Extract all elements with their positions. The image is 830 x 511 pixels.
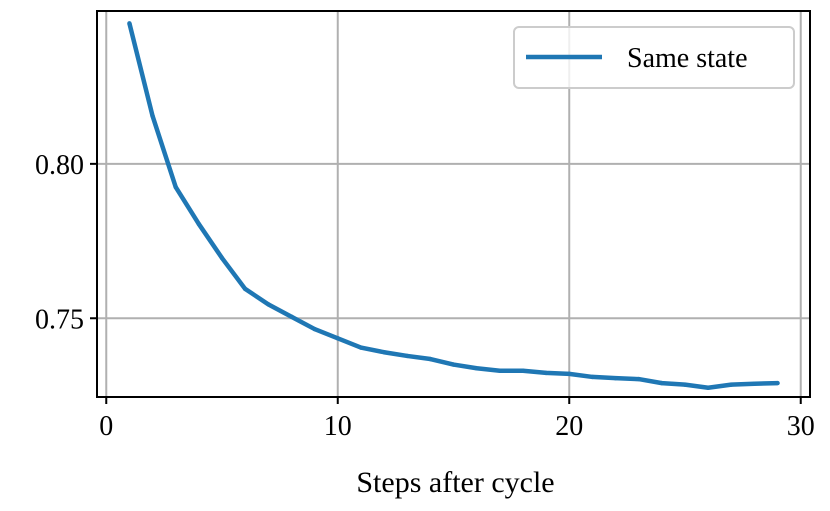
series-layer (127, 21, 780, 390)
y-tick-label: 0.75 (35, 304, 84, 335)
data-point (682, 382, 688, 387)
data-point (127, 21, 132, 26)
legend: Same state (513, 26, 795, 89)
y-tick-label: 0.80 (35, 150, 84, 181)
data-point (242, 286, 248, 292)
data-point (636, 376, 641, 382)
data-point (567, 371, 572, 377)
x-tick-label: 30 (787, 411, 815, 442)
data-point (312, 326, 317, 332)
x-tick-label: 0 (99, 411, 113, 442)
data-point (451, 362, 456, 367)
data-point (173, 184, 178, 190)
data-point (659, 380, 665, 386)
data-point (752, 381, 757, 386)
x-axis-title: Steps after cycle (356, 466, 554, 499)
data-point (405, 353, 410, 359)
data-point (150, 113, 155, 119)
plot-frame (96, 10, 811, 398)
data-point (590, 374, 595, 380)
data-point (358, 345, 364, 350)
data-point (289, 314, 294, 319)
data-point (775, 380, 780, 386)
ticks: 0 10 20 30 0.75 0.80 (35, 150, 815, 442)
data-point (381, 350, 387, 355)
data-point (196, 221, 202, 227)
data-point (520, 368, 526, 373)
data-point (335, 336, 340, 341)
data-point (705, 385, 711, 390)
data-point (474, 366, 479, 371)
x-tick-label: 20 (555, 411, 583, 442)
data-point (543, 370, 549, 376)
data-point (497, 368, 502, 373)
data-point (266, 302, 271, 307)
x-tick-label: 10 (324, 411, 352, 442)
data-point (219, 255, 225, 261)
legend-box (513, 26, 795, 89)
data-point (613, 375, 618, 381)
data-point (428, 356, 433, 362)
legend-label: Same state (627, 43, 748, 74)
data-point (729, 382, 734, 387)
